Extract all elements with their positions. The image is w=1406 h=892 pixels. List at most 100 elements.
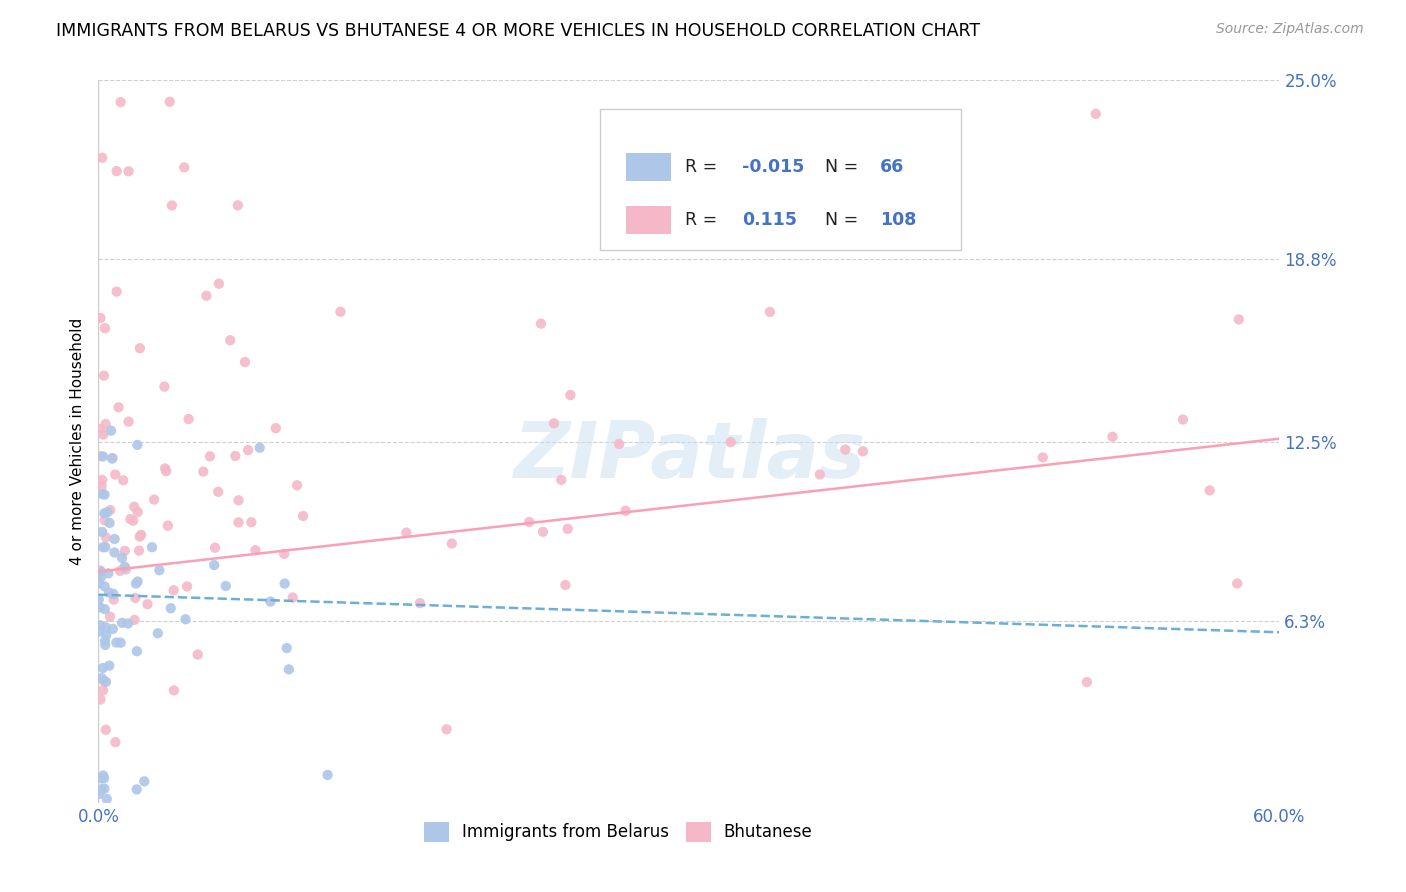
Point [193,465,215,479]
Point [153,379,176,393]
Point [395,525,418,540]
Point [153,461,176,475]
Bar [626,206,671,234]
Point [89,564,111,578]
Point [264,421,287,435]
Point [554,578,576,592]
Bar [626,153,671,181]
Point [90,618,112,632]
Point [124,613,146,627]
Point [224,449,246,463]
Point [797,173,820,187]
Text: ZIPatlas: ZIPatlas [513,418,865,494]
Point [94,417,117,431]
Point [259,594,281,608]
Point [128,341,150,355]
Point [720,435,742,450]
Point [98,609,121,624]
Point [108,564,131,578]
Point [156,518,179,533]
Point [93,506,115,520]
Point [329,305,352,319]
Point [240,515,263,529]
Point [125,782,148,797]
Point [96,628,118,642]
Point [195,289,218,303]
Point [163,683,186,698]
Point [233,355,256,369]
Point [228,516,250,530]
Point [122,500,145,514]
Point [276,641,298,656]
Point [89,600,111,615]
Point [808,467,831,482]
Point [249,441,271,455]
Point [129,528,152,542]
Point [1032,450,1054,465]
Point [97,566,120,581]
Point [1076,675,1098,690]
Point [112,473,135,487]
Point [202,558,225,572]
Point [316,768,339,782]
Point [87,592,110,607]
Point [159,601,181,615]
Point [91,768,114,782]
Point [273,547,295,561]
Point [517,515,540,529]
Point [91,427,114,442]
Point [285,478,308,492]
Point [531,524,554,539]
Point [94,321,117,335]
Point [177,412,200,426]
Point [96,505,118,519]
Point [127,438,149,452]
Point [160,198,183,212]
Point [94,602,117,616]
Text: 66: 66 [880,158,904,176]
Point [173,161,195,175]
Point [91,151,114,165]
Point [162,583,184,598]
Point [127,574,149,589]
Point [89,449,111,463]
Point [607,437,630,451]
Point [146,626,169,640]
Point [155,464,177,478]
Point [208,277,231,291]
Point [115,562,138,576]
Point [104,532,127,546]
Point [922,47,945,62]
Point [292,508,315,523]
Point [91,524,114,539]
Point [134,774,156,789]
Point [90,782,112,797]
Text: R =: R = [685,158,723,176]
Point [90,479,112,493]
Point [159,95,181,109]
Point [91,487,114,501]
Point [187,648,209,662]
Point [277,662,299,676]
Point [207,484,229,499]
Point [128,530,150,544]
Point [174,612,197,626]
Point [94,513,117,527]
Point [89,787,111,801]
Point [93,674,115,689]
Point [98,516,121,530]
Point [107,401,129,415]
Point [101,622,124,636]
Point [98,658,121,673]
Point [834,442,856,457]
Point [94,638,117,652]
Y-axis label: 4 or more Vehicles in Household: 4 or more Vehicles in Household [69,318,84,566]
Point [94,723,117,737]
Point [759,305,782,319]
Point [530,317,553,331]
Text: IMMIGRANTS FROM BELARUS VS BHUTANESE 4 OR MORE VEHICLES IN HOUSEHOLD CORRELATION: IMMIGRANTS FROM BELARUS VS BHUTANESE 4 O… [56,22,980,40]
Text: 0.115: 0.115 [742,211,797,229]
Point [111,615,134,630]
Point [93,368,115,383]
Point [104,735,127,749]
